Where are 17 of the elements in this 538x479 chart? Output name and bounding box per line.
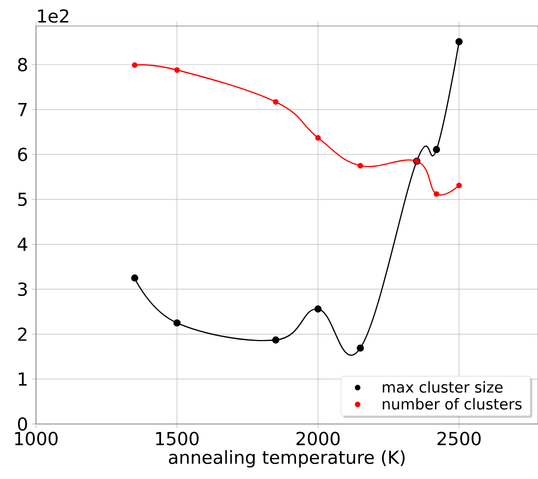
y-tick-label: 5 <box>18 192 27 206</box>
y-tick-label: 8 <box>18 58 28 72</box>
y-tick-label: 3 <box>18 282 27 296</box>
x-tick-label: 1000 <box>15 432 58 446</box>
text: 1e2 <box>38 9 68 23</box>
y-tick-label: 0 <box>18 417 28 431</box>
x-tick-label: 2000 <box>296 432 340 446</box>
legend-label: number of clusters <box>382 398 522 410</box>
legend-label: max cluster size <box>382 381 503 393</box>
y-tick-label: 2 <box>18 327 26 341</box>
y-tick-label: 7 <box>18 103 27 116</box>
x-tick-label: 2500 <box>438 432 481 446</box>
y-tick-label: 6 <box>18 148 28 162</box>
y-tick-label: 1 <box>18 372 27 386</box>
x-axis-title: annealing temperature (K) <box>168 450 405 468</box>
y-tick-label: 4 <box>18 238 28 251</box>
x-tick-label: 1500 <box>156 432 199 446</box>
